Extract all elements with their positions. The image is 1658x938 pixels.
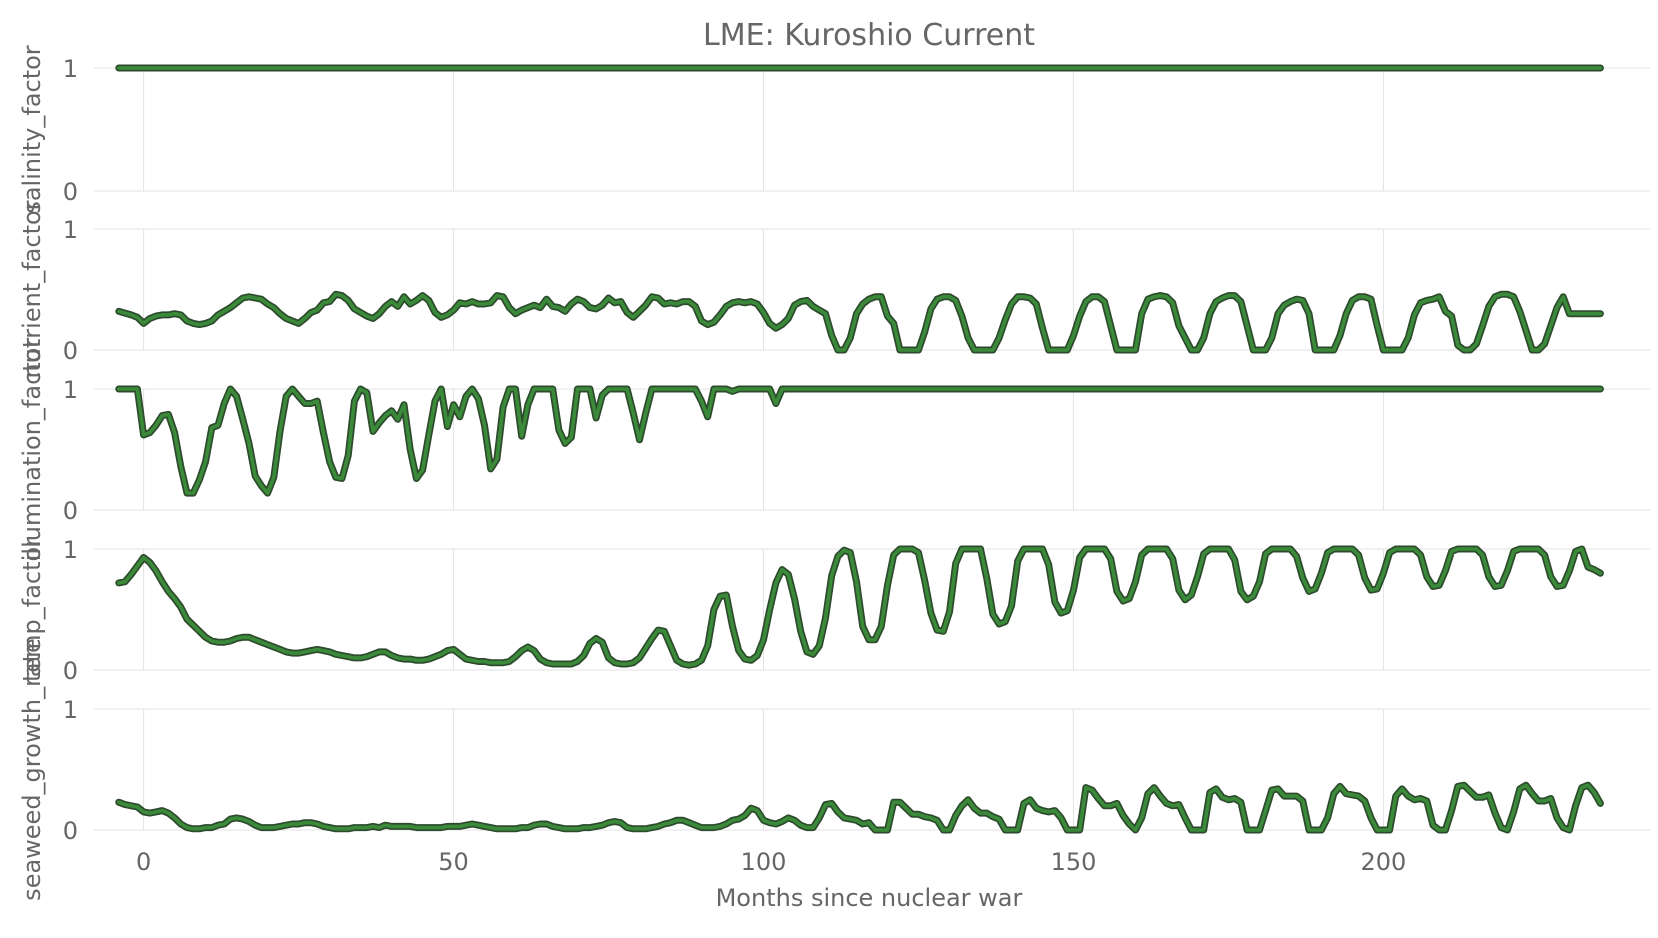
series-line — [117, 547, 1603, 667]
panel-salinity-factor: 0 1 salinity_factor — [18, 45, 1650, 214]
series-line — [117, 783, 1603, 832]
y-axis-label: seaweed_growth_rate — [18, 638, 46, 901]
panel-seaweed-growth-rate: 0 1 seaweed_growth_rate — [18, 638, 1650, 901]
series-line — [117, 387, 1603, 495]
x-tick-label: 100 — [741, 848, 787, 876]
y-tick-label: 1 — [63, 696, 78, 724]
x-tick-label: 200 — [1361, 848, 1407, 876]
chart-title: LME: Kuroshio Current — [703, 18, 1035, 53]
y-axis-label: illumination_factor — [18, 338, 46, 562]
panel-illumination-factor: 0 1 illumination_factor — [18, 338, 1650, 562]
x-tick-label: 150 — [1051, 848, 1097, 876]
y-tick-label: 0 — [63, 817, 78, 845]
panel-nutrient-factor: 0 1 nutrient_factor — [18, 200, 1650, 379]
x-axis: 0 50 100 150 200 — [136, 848, 1406, 876]
x-axis-label: Months since nuclear war — [716, 884, 1023, 912]
y-axis-label: nutrient_factor — [18, 200, 46, 378]
x-tick-label: 0 — [136, 848, 151, 876]
y-tick-label: 0 — [63, 337, 78, 365]
y-tick-label: 1 — [63, 216, 78, 244]
x-tick-label: 50 — [438, 848, 469, 876]
panels: 0 1 salinity_factor 0 1 nutrient_factor 0 1 illu… — [18, 45, 1650, 901]
y-tick-label: 1 — [63, 376, 78, 404]
y-tick-label: 0 — [63, 657, 78, 685]
y-tick-label: 0 — [63, 497, 78, 525]
y-axis-label: temp_factor — [18, 537, 46, 682]
y-axis-label: salinity_factor — [18, 45, 46, 213]
panel-temp-factor: 0 1 temp_factor — [18, 536, 1650, 685]
y-tick-label: 1 — [63, 536, 78, 564]
series-line — [117, 292, 1603, 352]
y-tick-label: 0 — [63, 178, 78, 206]
y-tick-label: 1 — [63, 55, 78, 83]
